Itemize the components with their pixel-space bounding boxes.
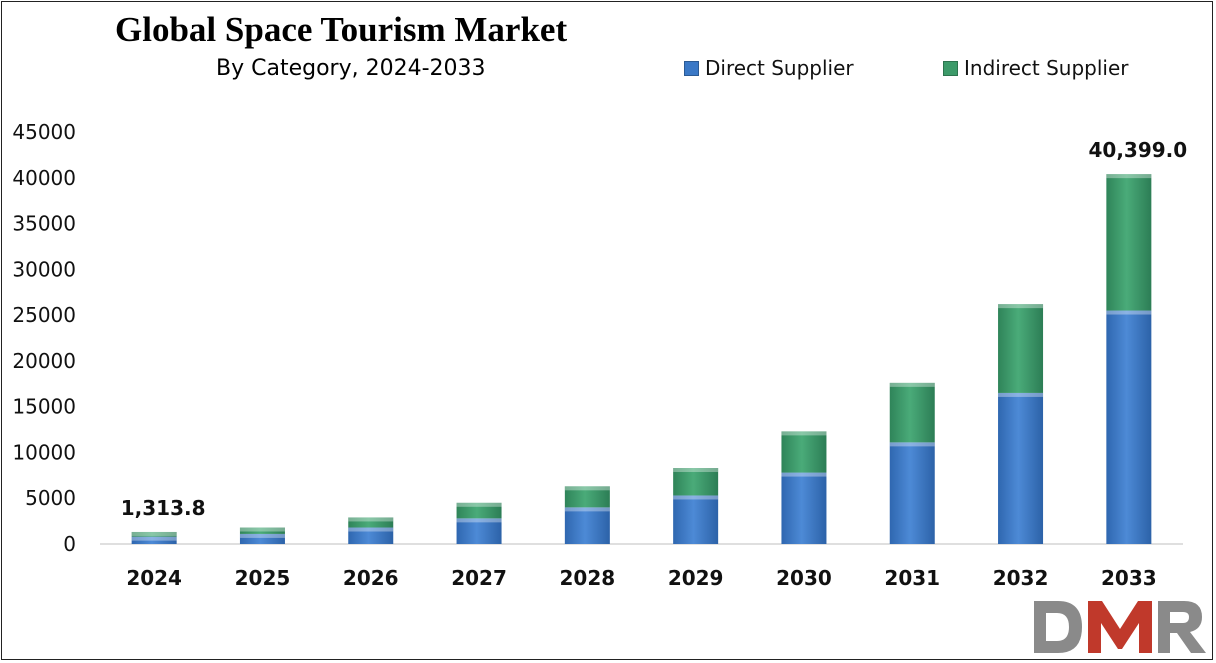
bar-direct-2029 xyxy=(673,495,719,544)
bar-direct-2025 xyxy=(239,533,285,544)
x-tick-label: 2028 xyxy=(560,566,616,590)
y-tick-label: 10000 xyxy=(12,440,76,464)
x-tick-label: 2025 xyxy=(235,566,291,590)
y-tick-label: 15000 xyxy=(12,395,76,419)
bar-facet-1-2025 xyxy=(239,527,285,532)
data-label-2024: 1,313.8 xyxy=(121,496,206,520)
bar-facet-1-2027 xyxy=(456,502,502,507)
bar-indirect-2026 xyxy=(348,517,394,528)
legend-label-indirect: Indirect Supplier xyxy=(964,56,1129,80)
x-tick-label: 2032 xyxy=(993,566,1049,590)
bar-indirect-2025 xyxy=(239,527,285,534)
chart-title: Global Space Tourism Market xyxy=(115,10,568,49)
chart-subtitle: By Category, 2024-2033 xyxy=(216,56,486,81)
bar-facet-0-2026 xyxy=(348,527,394,532)
bar-facet-0-2024 xyxy=(131,536,177,541)
x-tick-label: 2029 xyxy=(668,566,724,590)
legend-indirect-supplier: Indirect Supplier xyxy=(943,56,1129,80)
bar-facet-1-2033 xyxy=(1106,174,1152,179)
x-tick-label: 2033 xyxy=(1101,566,1157,590)
y-tick-label: 0 xyxy=(63,532,76,556)
bar-indirect-2031 xyxy=(889,382,935,443)
bar-direct-2027 xyxy=(456,518,502,544)
legend-direct-supplier: Direct Supplier xyxy=(684,56,854,80)
bar-indirect-2029 xyxy=(673,468,719,496)
bar-direct-2028 xyxy=(564,507,610,544)
bar-facet-0-2027 xyxy=(456,518,502,523)
bar-facet-1-2026 xyxy=(348,517,394,522)
bar-indirect-2032 xyxy=(998,304,1044,393)
bar-facet-0-2033 xyxy=(1106,310,1152,315)
bar-facet-0-2028 xyxy=(564,507,610,512)
legend-swatch-direct xyxy=(684,60,699,76)
bar-facet-0-2025 xyxy=(239,533,285,538)
bar-facet-0-2030 xyxy=(781,472,827,477)
bar-facet-1-2030 xyxy=(781,431,827,436)
bar-indirect-2024 xyxy=(131,531,177,537)
bar-direct-2031 xyxy=(889,442,935,544)
bar-facet-1-2032 xyxy=(998,304,1044,309)
bar-facet-1-2031 xyxy=(889,382,935,387)
bar-facet-0-2029 xyxy=(673,495,719,500)
bar-indirect-2033 xyxy=(1106,174,1152,311)
x-tick-label: 2031 xyxy=(884,566,940,590)
bar-facet-1-2024 xyxy=(131,531,177,536)
x-tick-label: 2026 xyxy=(343,566,399,590)
bar-facet-0-2032 xyxy=(998,392,1044,397)
bar-indirect-2030 xyxy=(781,431,827,473)
bar-facet-1-2029 xyxy=(673,468,719,473)
x-tick-label: 2024 xyxy=(126,566,182,590)
bar-direct-2030 xyxy=(781,472,827,544)
x-tick-label: 2030 xyxy=(776,566,832,590)
y-tick-label: 35000 xyxy=(12,212,76,236)
y-tick-label: 40000 xyxy=(12,166,76,190)
y-tick-label: 5000 xyxy=(25,486,76,510)
bar-indirect-2028 xyxy=(564,486,610,508)
bar-direct-2024 xyxy=(131,536,177,544)
y-tick-label: 30000 xyxy=(12,257,76,281)
bar-facet-0-2031 xyxy=(889,442,935,447)
legend-label-direct: Direct Supplier xyxy=(705,56,854,80)
bar-direct-2033 xyxy=(1106,310,1152,544)
bar-indirect-2027 xyxy=(456,502,502,519)
y-tick-label: 25000 xyxy=(12,303,76,327)
data-label-2033: 40,399.0 xyxy=(1088,138,1187,162)
x-tick-label: 2027 xyxy=(451,566,507,590)
bar-facet-1-2028 xyxy=(564,486,610,491)
y-tick-label: 45000 xyxy=(12,120,76,144)
y-tick-label: 20000 xyxy=(12,349,76,373)
bar-direct-2026 xyxy=(348,527,394,544)
dmr-logo xyxy=(1034,601,1206,653)
bar-direct-2032 xyxy=(998,392,1044,544)
legend-swatch-indirect xyxy=(943,60,958,76)
